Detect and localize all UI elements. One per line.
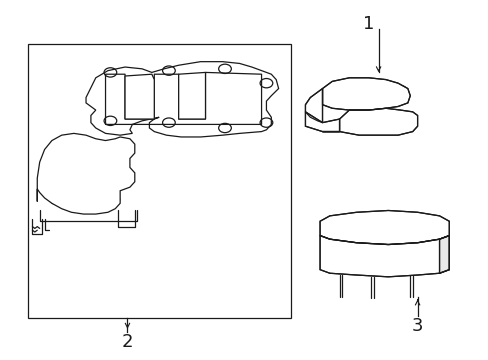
Bar bbox=[27, 44, 290, 318]
Polygon shape bbox=[320, 211, 448, 244]
Polygon shape bbox=[322, 108, 417, 135]
Polygon shape bbox=[178, 72, 205, 119]
Polygon shape bbox=[320, 235, 448, 277]
Polygon shape bbox=[125, 74, 154, 119]
Polygon shape bbox=[305, 112, 339, 132]
Text: 2: 2 bbox=[122, 333, 133, 351]
Text: 1: 1 bbox=[363, 15, 374, 33]
Polygon shape bbox=[37, 134, 135, 214]
Text: 3: 3 bbox=[411, 317, 423, 335]
Polygon shape bbox=[86, 62, 278, 137]
Polygon shape bbox=[322, 78, 409, 110]
Polygon shape bbox=[305, 89, 322, 123]
Polygon shape bbox=[439, 235, 448, 273]
